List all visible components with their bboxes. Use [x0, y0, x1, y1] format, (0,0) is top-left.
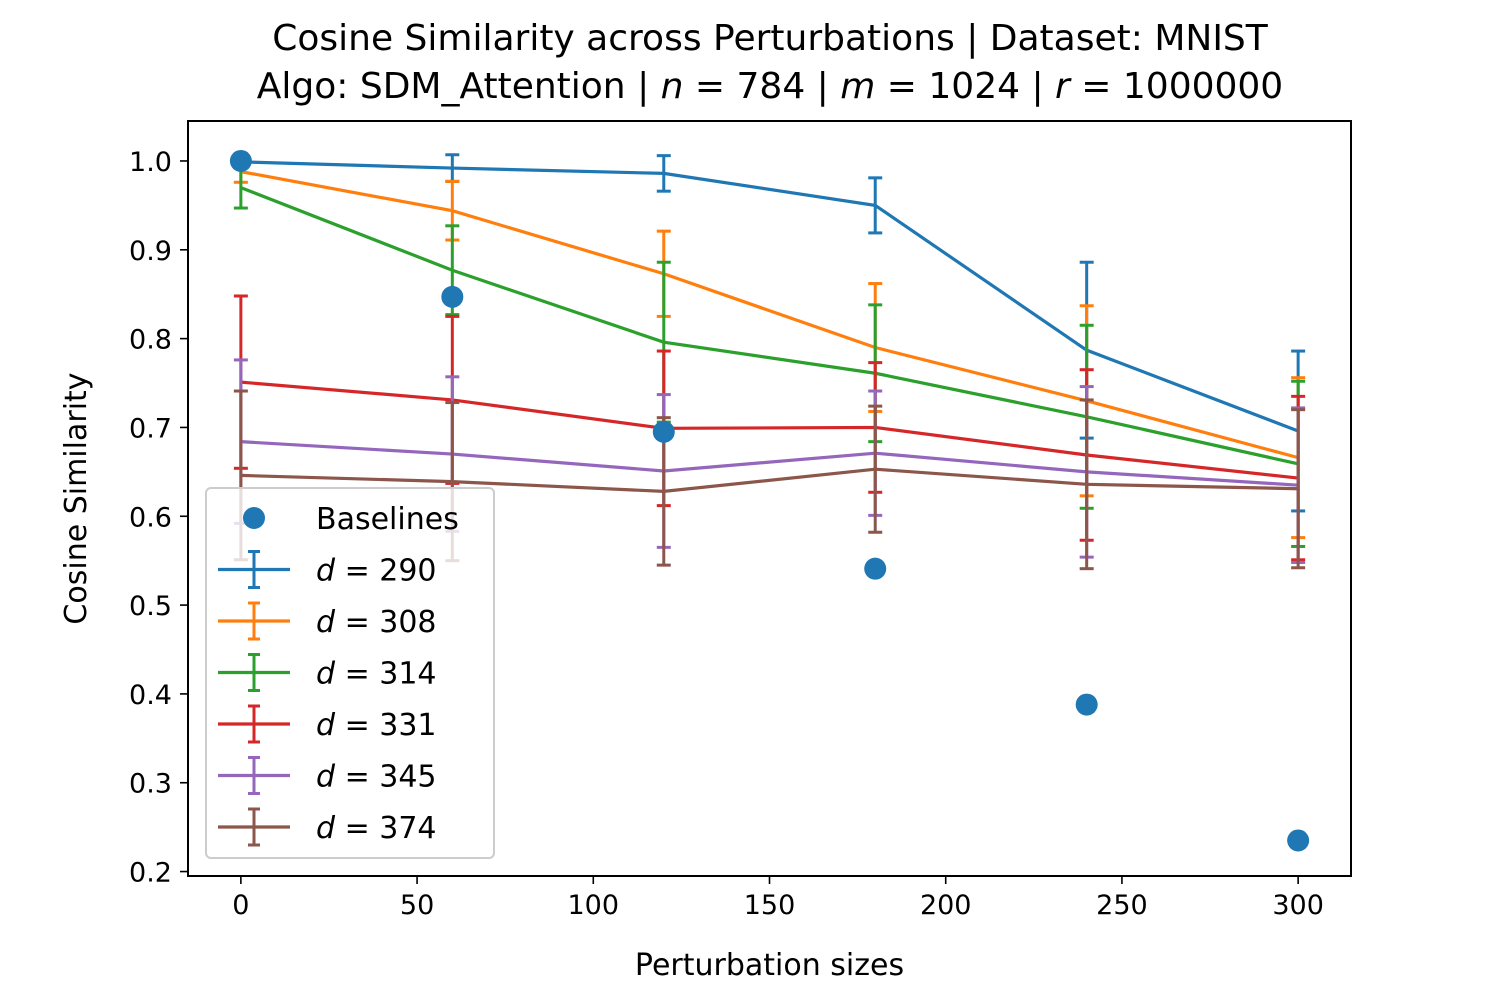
legend-label: d = 345: [316, 760, 437, 795]
y-axis: 0.2 0.3 0.4 0.5 0.6 0.7 0.8 0.9 1.0 Cosine Simila…: [59, 147, 188, 889]
title-line-2-part: Algo: SDM_Attention |: [257, 66, 661, 107]
y-axis-label: Cosine Similarity: [59, 372, 94, 624]
baseline-point: [652, 420, 675, 443]
legend-label-var: d: [316, 554, 336, 589]
baseline-point: [1287, 829, 1310, 852]
legend-label-num: = 290: [335, 554, 436, 589]
legend-label-var: d: [316, 605, 336, 640]
y-tick-label: 0.8: [129, 325, 172, 356]
title-line-2: Algo: SDM_Attention | n = 784 | m = 1024…: [257, 66, 1283, 107]
x-axis-label: Perturbation sizes: [635, 948, 904, 983]
x-tick-label: 250: [1096, 890, 1148, 921]
series-line: [240, 467, 1299, 493]
legend-label-num: = 374: [335, 811, 436, 846]
baseline-point: [229, 149, 252, 172]
legend-label: d = 290: [316, 554, 437, 589]
x-axis: 0 50 100 150 200 250 300 Perturbation sizes: [232, 876, 1324, 983]
legend-marker-baselines: [243, 507, 265, 529]
legend-label-var: d: [316, 657, 336, 692]
legend-box: [205, 487, 495, 859]
legend-label-num: = 314: [335, 657, 436, 692]
series-line: [240, 380, 1299, 480]
baseline-points: [229, 149, 1310, 852]
title-line-2-part: r: [1055, 66, 1072, 107]
legend-label: d = 331: [316, 708, 437, 743]
y-tick-label: 1.0: [129, 147, 172, 178]
x-tick-label: 100: [568, 890, 620, 921]
legend-label: d = 308: [316, 605, 437, 640]
y-tick-label: 0.9: [129, 236, 172, 267]
title-line-2-part: = 1024 |: [875, 66, 1055, 107]
series-line: [240, 186, 1299, 466]
y-tick-label: 0.7: [129, 413, 172, 444]
legend-label-var: d: [316, 760, 336, 795]
series-line: [240, 160, 1299, 433]
x-tick-label: 50: [400, 890, 434, 921]
x-tick-label: 300: [1272, 890, 1324, 921]
legend-label-var: d: [316, 811, 336, 846]
title-line-2-part: n: [661, 66, 684, 107]
legend-label-num: = 331: [335, 708, 436, 743]
y-tick-label: 0.6: [129, 502, 172, 533]
title-line-2-part: = 1000000: [1070, 66, 1283, 107]
baseline-point: [441, 285, 464, 308]
x-tick-label: 0: [232, 890, 249, 921]
legend-label: d = 374: [316, 811, 437, 846]
y-tick-label: 0.4: [129, 680, 172, 711]
y-tick-label: 0.2: [129, 858, 172, 889]
title-line-1: Cosine Similarity across Perturbations |…: [272, 18, 1269, 59]
legend-label-var: d: [316, 708, 336, 743]
title-line-2-part: m: [840, 66, 875, 107]
baseline-point: [1075, 693, 1098, 716]
baseline-point: [864, 557, 887, 580]
legend-label: d = 314: [316, 657, 437, 692]
x-tick-label: 200: [920, 890, 972, 921]
legend-label-num: = 345: [335, 760, 436, 795]
series-d-290: [240, 153, 1306, 513]
plot-area: [187, 120, 1352, 877]
series-line: [240, 440, 1299, 487]
series-line: [240, 170, 1299, 460]
y-tick-label: 0.5: [129, 591, 172, 622]
chart-title: Cosine Similarity across Perturbations |…: [257, 18, 1283, 107]
legend-label-num: = 308: [335, 605, 436, 640]
x-tick-label: 150: [744, 890, 796, 921]
legend-label-baselines: Baselines: [316, 502, 459, 537]
series-d-374: [233, 389, 1306, 571]
title-line-2-part: = 784 |: [683, 66, 840, 107]
y-tick-label: 0.3: [129, 769, 172, 800]
